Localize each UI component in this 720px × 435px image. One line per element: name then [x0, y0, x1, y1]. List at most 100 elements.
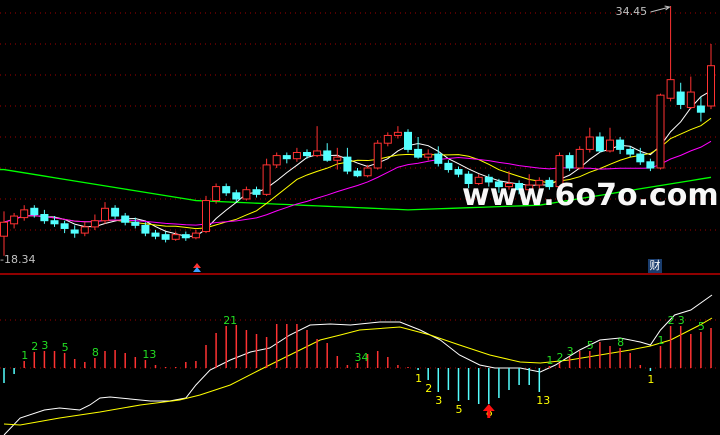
count-label: 8: [92, 346, 99, 359]
candle: [282, 152, 291, 164]
candle-body: [303, 152, 311, 157]
candle-body: [141, 224, 150, 234]
candle: [565, 152, 574, 172]
candle-body: [333, 156, 342, 161]
candle: [707, 44, 715, 110]
candle: [656, 93, 665, 170]
candle-body: [555, 155, 564, 188]
candle-body: [575, 148, 584, 169]
candle-body: [202, 200, 210, 233]
candle-body: [313, 150, 322, 157]
candle: [585, 127, 594, 153]
count-label: 2: [557, 351, 564, 364]
candle: [161, 231, 170, 243]
candle-body: [373, 142, 382, 169]
candle-body: [292, 152, 301, 160]
candle: [454, 166, 463, 178]
candle: [313, 126, 322, 158]
candle-body: [535, 179, 544, 186]
candle: [0, 211, 8, 256]
candle-body: [606, 139, 614, 152]
candle: [444, 160, 453, 173]
watermark: www.6o7o.com: [462, 178, 719, 213]
candle-body: [525, 184, 534, 191]
count-label: 5: [698, 320, 705, 333]
candle-body: [272, 155, 281, 166]
count-label: 1: [647, 373, 654, 386]
count-label: 5: [587, 339, 594, 352]
candle: [181, 231, 190, 241]
candle-body: [434, 153, 443, 164]
count-label: 1: [21, 349, 28, 362]
candle: [242, 186, 251, 201]
count-label: 1: [658, 334, 665, 347]
candle: [343, 147, 352, 175]
candle: [272, 152, 281, 168]
candle-body: [707, 65, 715, 107]
candle-body: [414, 148, 423, 158]
count-label: 8: [617, 336, 624, 349]
candle-body: [616, 139, 625, 150]
candle: [434, 146, 443, 167]
candle-body: [111, 207, 120, 217]
signal-triangle-icon: [193, 267, 201, 272]
candle-body: [70, 229, 79, 234]
candle: [404, 129, 412, 153]
candle: [303, 149, 311, 159]
candle-body: [626, 148, 635, 155]
candle: [505, 171, 513, 190]
candle: [484, 174, 493, 187]
candle-body: [444, 162, 453, 171]
candle: [10, 212, 19, 229]
candle-body: [383, 134, 392, 144]
candle-body: [0, 221, 8, 237]
candle: [373, 140, 382, 170]
candle: [232, 189, 241, 203]
count-label: 21: [223, 314, 237, 327]
candle: [111, 205, 120, 220]
candle-body: [262, 164, 271, 195]
candle-body: [696, 105, 705, 113]
candle: [686, 76, 695, 110]
candle-body: [60, 223, 69, 229]
count-label: 5: [62, 341, 69, 354]
candle-body: [222, 186, 231, 194]
count-label: 3: [435, 394, 442, 407]
candle: [141, 222, 150, 237]
candle-body: [90, 220, 99, 228]
candle-body: [242, 189, 251, 200]
candle: [292, 147, 301, 162]
candle-body: [595, 136, 604, 152]
candle: [696, 96, 705, 122]
candle: [666, 6, 675, 102]
candle: [121, 212, 130, 226]
candle: [50, 216, 59, 227]
high-price-label: 34.45: [616, 5, 648, 18]
high-arrow-icon: [650, 5, 671, 13]
candle: [151, 230, 160, 240]
candle: [626, 146, 635, 158]
count-label: 3: [41, 339, 48, 352]
candle: [555, 152, 564, 189]
count-label: 2: [668, 314, 675, 327]
candle: [646, 158, 655, 172]
candle-body: [484, 176, 493, 183]
indicator-line-1: [3, 294, 713, 435]
candle-body: [131, 221, 140, 226]
ma-long-line: [0, 168, 712, 211]
candle-body: [686, 91, 695, 109]
candle-body: [30, 207, 39, 216]
candle-body: [585, 136, 594, 150]
candle: [323, 143, 332, 162]
candle-body: [40, 214, 49, 222]
count-label: 1: [415, 372, 422, 385]
candle-body: [212, 186, 221, 202]
candle: [101, 202, 109, 224]
candle-body: [454, 169, 463, 175]
indicator-line-2: [3, 317, 713, 426]
finance-badge-icon[interactable]: 财: [648, 259, 662, 273]
candle-body: [20, 209, 29, 219]
candle-body: [676, 91, 685, 105]
